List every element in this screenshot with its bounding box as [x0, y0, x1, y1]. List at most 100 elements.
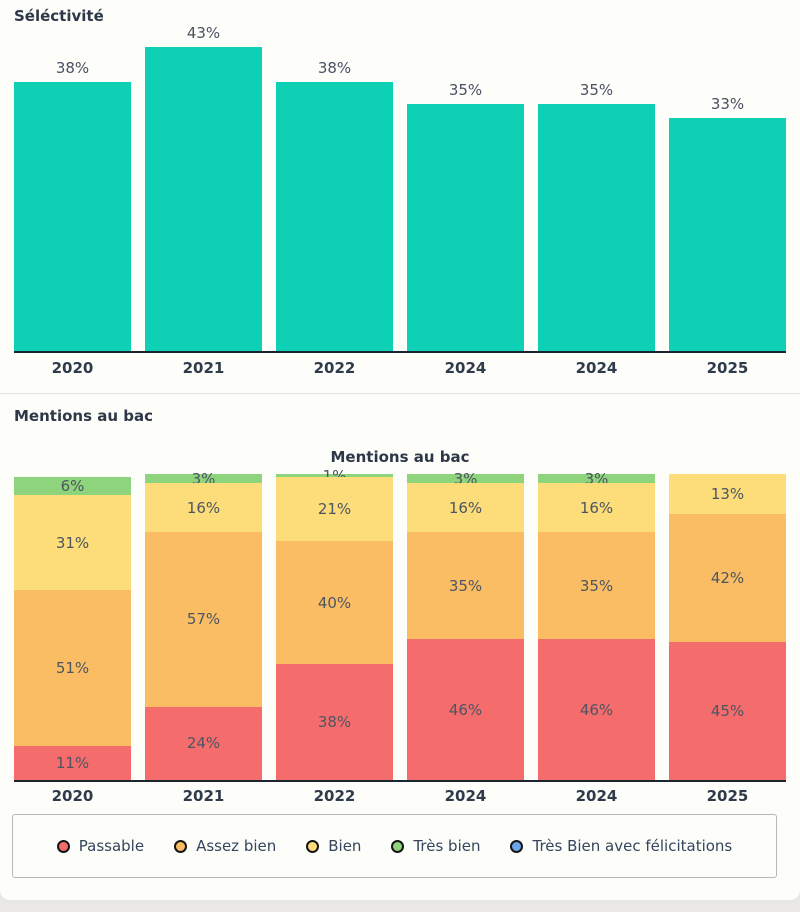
x-tick-label: 2020	[51, 359, 94, 377]
selectivity-title: Séléctivité	[14, 7, 104, 25]
mentions-chart-title: Mentions au bac	[330, 448, 470, 466]
stacked-bar-column: 3% 16% 57% 24%	[145, 470, 262, 780]
bar-segment[interactable]: 16%	[538, 483, 655, 533]
segment-value-label: 46%	[579, 700, 614, 719]
x-tick-label: 2024	[575, 787, 618, 805]
bar-segment[interactable]: 13%	[669, 474, 786, 514]
legend-swatch-icon	[391, 839, 405, 853]
stacked-bar-column: 13% 42% 45%	[669, 474, 786, 780]
bar-segment[interactable]: 31%	[14, 495, 131, 591]
mentions-x-axis	[14, 780, 786, 782]
bar-segment[interactable]: 24%	[145, 706, 262, 780]
legend-item[interactable]: Très bien	[391, 837, 480, 855]
selectivity-section: Séléctivité 38% 43% 38% 35% 35% 33% 2020 2021 2…	[0, 0, 800, 393]
mentions-stacked-chart: 6% 31% 51% 11% 3% 16% 57% 24% 1% 21% 40% 38% 3% 16% 35…	[14, 467, 786, 780]
segment-value-label: 16%	[186, 498, 221, 517]
selectivity-bar-chart: 38% 43% 38% 35% 35% 33%	[14, 24, 786, 351]
bar-segment[interactable]: 3%	[407, 470, 524, 488]
selectivity-bar[interactable]	[538, 104, 655, 351]
x-tick-label: 2024	[444, 359, 487, 377]
mentions-x-labels: 2020 2021 2022 2024 2024 2025	[14, 782, 786, 806]
selectivity-bar[interactable]	[14, 82, 131, 351]
segment-value-label: 35%	[448, 576, 483, 595]
x-tick-label: 2025	[706, 359, 749, 377]
stacked-bar-column: 3% 16% 35% 46%	[538, 470, 655, 780]
mentions-legend: Passable Assez bien Bien Très bien Très Bien…	[12, 814, 777, 878]
bar-segment[interactable]: 57%	[145, 532, 262, 707]
segment-value-label: 3%	[191, 469, 216, 488]
x-tick-label: 2025	[706, 787, 749, 805]
bar-segment[interactable]: 42%	[669, 513, 786, 643]
mentions-header: Mentions au bac	[14, 407, 153, 425]
segment-value-label: 16%	[448, 498, 483, 517]
segment-value-label: 21%	[317, 500, 352, 519]
bar-segment[interactable]: 40%	[276, 541, 393, 664]
x-tick-label: 2022	[313, 359, 356, 377]
selectivity-bar[interactable]	[145, 47, 262, 351]
segment-value-label: 40%	[317, 593, 352, 612]
bar-segment[interactable]: 11%	[14, 746, 131, 780]
bar-segment[interactable]: 38%	[276, 663, 393, 780]
bar-value-label: 38%	[55, 59, 90, 77]
bar-segment[interactable]: 51%	[14, 590, 131, 747]
selectivity-x-labels: 2020 2021 2022 2024 2024 2025	[14, 353, 786, 393]
bar-segment[interactable]: 3%	[145, 470, 262, 488]
segment-value-label: 16%	[579, 498, 614, 517]
stacked-bar-column: 6% 31% 51% 11%	[14, 477, 131, 780]
bar-column: 43%	[145, 24, 262, 351]
bar-value-label: 35%	[448, 81, 483, 99]
segment-value-label: 13%	[710, 484, 745, 503]
segment-value-label: 46%	[448, 700, 483, 719]
bar-segment[interactable]: 21%	[276, 477, 393, 542]
bar-segment[interactable]: 16%	[407, 483, 524, 533]
legend-label: Assez bien	[196, 837, 277, 855]
selectivity-bar[interactable]	[407, 104, 524, 351]
legend-item[interactable]: Bien	[306, 837, 361, 855]
bar-column: 33%	[669, 95, 786, 351]
bar-segment[interactable]: 45%	[669, 642, 786, 780]
selectivity-bar[interactable]	[669, 118, 786, 351]
bar-segment[interactable]: 35%	[407, 532, 524, 640]
bar-column: 35%	[407, 81, 524, 351]
bar-column: 38%	[14, 59, 131, 351]
segment-value-label: 57%	[186, 610, 221, 629]
bar-segment[interactable]: 35%	[538, 532, 655, 640]
x-tick-label: 2021	[182, 359, 225, 377]
x-tick-label: 2020	[51, 787, 94, 805]
selectivity-bar[interactable]	[276, 82, 393, 351]
legend-item[interactable]: Passable	[56, 837, 145, 855]
x-tick-label: 2021	[182, 787, 225, 805]
mentions-section: Mentions au bac Mentions au bac 6% 31% 51%…	[0, 394, 800, 878]
segment-value-label: 3%	[584, 469, 609, 488]
x-tick-label: 2022	[313, 787, 356, 805]
legend-label: Passable	[78, 837, 145, 855]
segment-value-label: 38%	[317, 712, 352, 731]
legend-swatch-icon	[174, 839, 188, 853]
legend-label: Très bien	[413, 837, 481, 855]
segment-value-label: 11%	[55, 754, 90, 773]
stacked-bar-column: 1% 21% 40% 38%	[276, 467, 393, 780]
segment-value-label: 24%	[186, 734, 221, 753]
bar-column: 38%	[276, 59, 393, 351]
bar-value-label: 35%	[579, 81, 614, 99]
segment-value-label: 35%	[579, 576, 614, 595]
legend-swatch-icon	[306, 839, 320, 853]
segment-value-label: 51%	[55, 659, 90, 678]
segment-value-label: 42%	[710, 569, 745, 588]
segment-value-label: 6%	[60, 477, 85, 496]
bar-segment[interactable]: 6%	[14, 477, 131, 496]
selectivity-x-axis	[14, 351, 786, 353]
x-tick-label: 2024	[444, 787, 487, 805]
bar-segment[interactable]: 16%	[145, 483, 262, 533]
section-divider	[0, 393, 800, 394]
legend-swatch-icon	[56, 839, 70, 853]
bar-segment[interactable]: 46%	[407, 639, 524, 780]
segment-value-label: 31%	[55, 533, 90, 552]
stacked-bar-column: 3% 16% 35% 46%	[407, 470, 524, 780]
bar-segment[interactable]: 3%	[538, 470, 655, 488]
legend-item[interactable]: Assez bien	[174, 837, 276, 855]
bar-segment[interactable]: 46%	[538, 639, 655, 780]
legend-item[interactable]: Très Bien avec félicitations	[510, 837, 732, 855]
